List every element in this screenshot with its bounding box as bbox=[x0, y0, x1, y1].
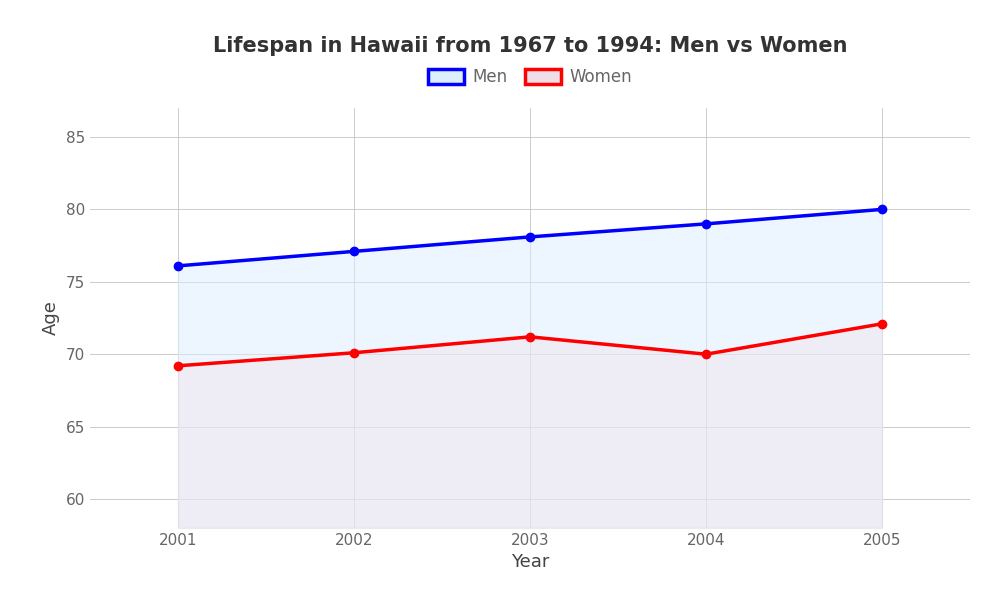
Title: Lifespan in Hawaii from 1967 to 1994: Men vs Women: Lifespan in Hawaii from 1967 to 1994: Me… bbox=[213, 37, 847, 56]
Y-axis label: Age: Age bbox=[42, 301, 60, 335]
X-axis label: Year: Year bbox=[511, 553, 549, 571]
Legend: Men, Women: Men, Women bbox=[421, 62, 639, 93]
